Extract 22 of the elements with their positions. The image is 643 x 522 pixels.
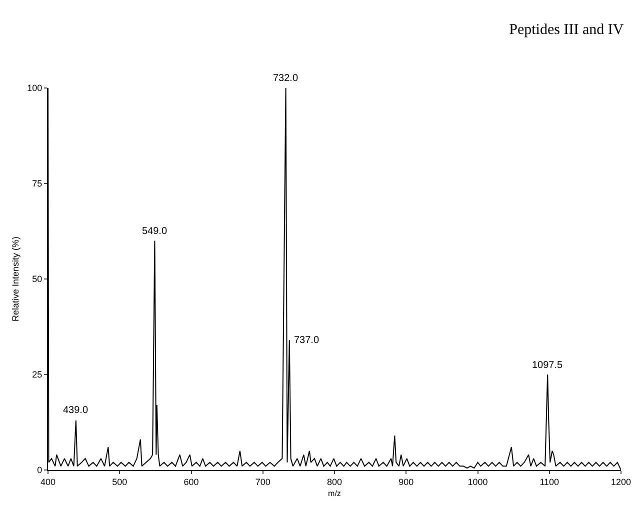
annotation: 439.0 bbox=[63, 405, 88, 416]
annotation: 1097.5 bbox=[532, 360, 564, 371]
y-tick-label: 25 bbox=[32, 370, 42, 380]
x-tick-label: 500 bbox=[112, 476, 128, 487]
y-tick-label: 100 bbox=[27, 83, 42, 94]
y-tick-label: 75 bbox=[32, 178, 42, 189]
x-tick-label: 700 bbox=[255, 476, 270, 487]
y-tick-label: 50 bbox=[32, 274, 42, 284]
x-tick-label: 1000 bbox=[468, 476, 488, 487]
x-axis-title: m/z bbox=[328, 488, 341, 498]
x-tick-label: 1200 bbox=[610, 476, 632, 487]
y-axis-title: Relative Intensity (%) bbox=[10, 236, 21, 322]
x-tick-label: 900 bbox=[398, 476, 414, 487]
chart-title: Peptides III and IV bbox=[509, 22, 624, 38]
annotation: 737.0 bbox=[294, 335, 320, 346]
x-tick-label: 400 bbox=[40, 476, 56, 487]
annotation: 732.0 bbox=[273, 73, 298, 84]
x-tick-label: 600 bbox=[184, 476, 199, 487]
annotation: 549.0 bbox=[142, 226, 168, 237]
x-tick-label: 1100 bbox=[540, 476, 560, 487]
y-tick-label: 0 bbox=[37, 465, 42, 476]
x-tick-label: 800 bbox=[326, 476, 342, 487]
